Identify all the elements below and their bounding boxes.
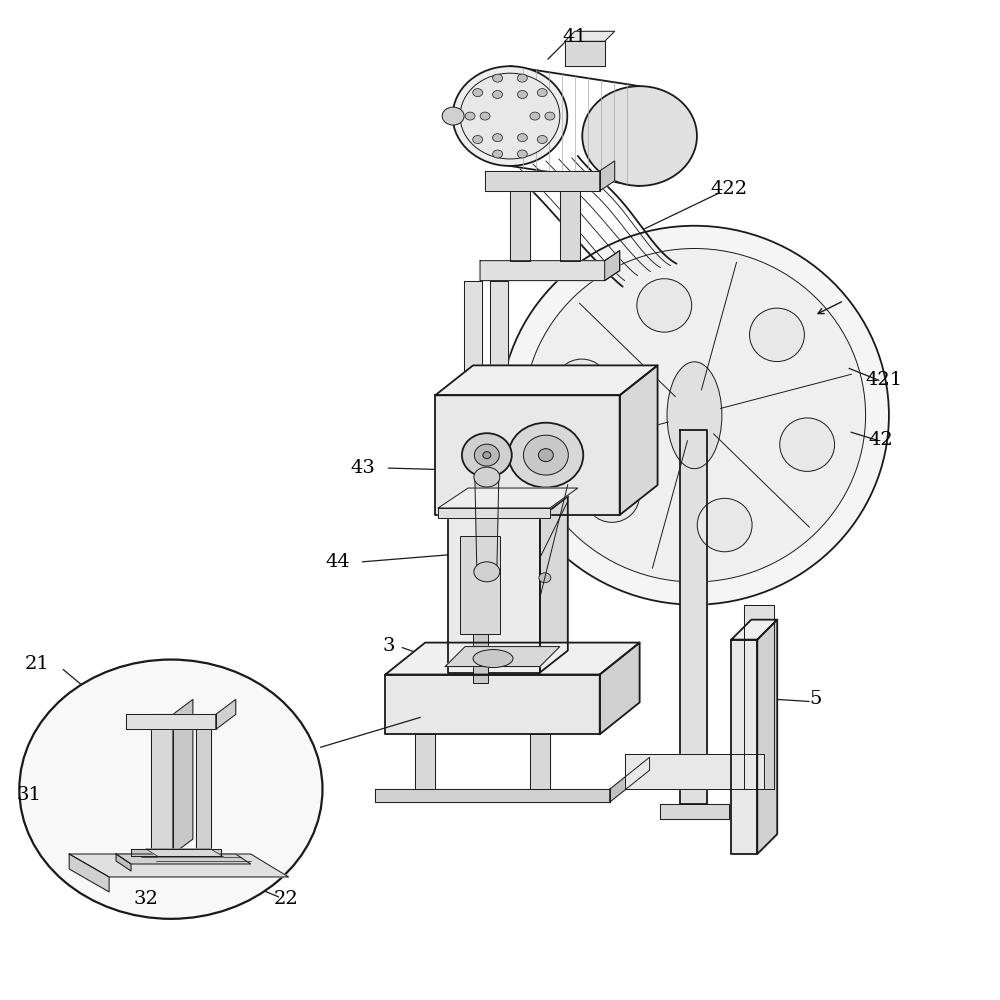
Ellipse shape	[537, 89, 547, 97]
Ellipse shape	[523, 249, 866, 582]
Polygon shape	[485, 171, 600, 191]
Text: 43: 43	[350, 459, 375, 477]
Polygon shape	[216, 699, 236, 729]
Ellipse shape	[460, 73, 560, 159]
Polygon shape	[435, 365, 658, 395]
Polygon shape	[605, 251, 620, 281]
Ellipse shape	[465, 112, 475, 120]
Text: 3: 3	[383, 637, 395, 655]
Ellipse shape	[538, 449, 553, 462]
Ellipse shape	[523, 435, 568, 475]
Polygon shape	[490, 281, 508, 440]
Ellipse shape	[474, 444, 499, 466]
Polygon shape	[69, 854, 289, 877]
Ellipse shape	[517, 74, 527, 82]
Polygon shape	[560, 191, 580, 261]
Ellipse shape	[697, 498, 752, 552]
Text: 22: 22	[273, 890, 298, 908]
Polygon shape	[131, 849, 221, 856]
Ellipse shape	[508, 423, 583, 488]
Ellipse shape	[667, 362, 722, 469]
Polygon shape	[385, 643, 640, 675]
Polygon shape	[600, 161, 615, 191]
Polygon shape	[126, 714, 216, 729]
Polygon shape	[475, 477, 499, 572]
Polygon shape	[480, 251, 620, 281]
Ellipse shape	[493, 90, 502, 98]
Text: 44: 44	[326, 553, 350, 571]
Polygon shape	[69, 854, 109, 892]
Polygon shape	[565, 31, 615, 41]
Text: 5: 5	[809, 690, 821, 708]
Text: 32: 32	[134, 890, 158, 908]
Ellipse shape	[493, 74, 503, 82]
Text: 21: 21	[25, 655, 49, 673]
Polygon shape	[173, 699, 193, 854]
Polygon shape	[448, 518, 540, 673]
Ellipse shape	[517, 134, 527, 142]
Ellipse shape	[474, 562, 500, 582]
Polygon shape	[435, 395, 620, 515]
Ellipse shape	[582, 86, 697, 186]
Polygon shape	[438, 488, 578, 508]
Polygon shape	[151, 714, 173, 854]
Polygon shape	[415, 734, 435, 789]
Text: 421: 421	[865, 371, 902, 389]
Polygon shape	[610, 757, 650, 802]
Polygon shape	[530, 734, 550, 789]
Ellipse shape	[780, 418, 835, 471]
Ellipse shape	[750, 308, 804, 362]
Polygon shape	[375, 789, 610, 802]
Ellipse shape	[493, 150, 503, 158]
Bar	[473, 634, 488, 683]
Ellipse shape	[474, 467, 500, 487]
Ellipse shape	[517, 150, 527, 158]
Ellipse shape	[453, 66, 567, 166]
Polygon shape	[116, 854, 251, 864]
Polygon shape	[464, 281, 482, 440]
Polygon shape	[620, 365, 658, 515]
Polygon shape	[540, 496, 568, 673]
Polygon shape	[565, 41, 605, 66]
Polygon shape	[448, 496, 568, 518]
Ellipse shape	[462, 433, 512, 477]
Ellipse shape	[537, 136, 547, 144]
Ellipse shape	[473, 650, 513, 668]
Ellipse shape	[473, 89, 483, 97]
Ellipse shape	[539, 573, 551, 583]
Polygon shape	[731, 640, 757, 854]
Polygon shape	[625, 754, 764, 789]
Polygon shape	[146, 849, 224, 857]
Ellipse shape	[473, 136, 483, 144]
Polygon shape	[660, 804, 729, 819]
Ellipse shape	[483, 452, 491, 459]
Ellipse shape	[19, 660, 322, 919]
Polygon shape	[196, 729, 211, 854]
Ellipse shape	[545, 112, 555, 120]
Polygon shape	[757, 620, 777, 854]
Polygon shape	[680, 430, 707, 804]
Text: 41: 41	[562, 28, 587, 46]
Ellipse shape	[480, 112, 490, 120]
Ellipse shape	[530, 112, 540, 120]
Ellipse shape	[637, 279, 692, 332]
Polygon shape	[438, 508, 550, 518]
Ellipse shape	[554, 359, 609, 413]
Polygon shape	[385, 675, 600, 734]
Text: 422: 422	[711, 180, 748, 198]
Text: 31: 31	[16, 786, 41, 804]
Ellipse shape	[500, 226, 889, 605]
Ellipse shape	[493, 134, 502, 142]
Polygon shape	[731, 620, 777, 640]
Polygon shape	[600, 643, 640, 734]
Ellipse shape	[442, 107, 464, 125]
Polygon shape	[116, 854, 131, 871]
Polygon shape	[744, 605, 774, 789]
Polygon shape	[510, 191, 530, 261]
Ellipse shape	[585, 469, 639, 522]
Bar	[460, 536, 500, 634]
Polygon shape	[445, 647, 560, 667]
Ellipse shape	[517, 90, 527, 98]
Text: 42: 42	[869, 431, 893, 449]
